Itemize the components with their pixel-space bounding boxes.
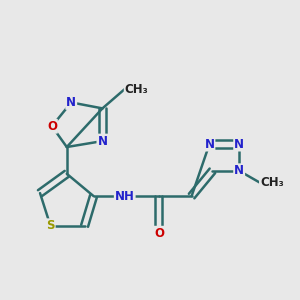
- Text: S: S: [46, 219, 55, 232]
- Text: N: N: [234, 164, 244, 177]
- Text: N: N: [98, 135, 107, 148]
- Text: N: N: [204, 138, 214, 151]
- Text: CH₃: CH₃: [260, 176, 284, 189]
- Text: CH₃: CH₃: [125, 82, 148, 96]
- Text: O: O: [154, 227, 164, 240]
- Text: NH: NH: [115, 190, 135, 202]
- Text: N: N: [234, 138, 244, 151]
- Text: O: O: [47, 120, 57, 133]
- Text: N: N: [66, 96, 76, 109]
